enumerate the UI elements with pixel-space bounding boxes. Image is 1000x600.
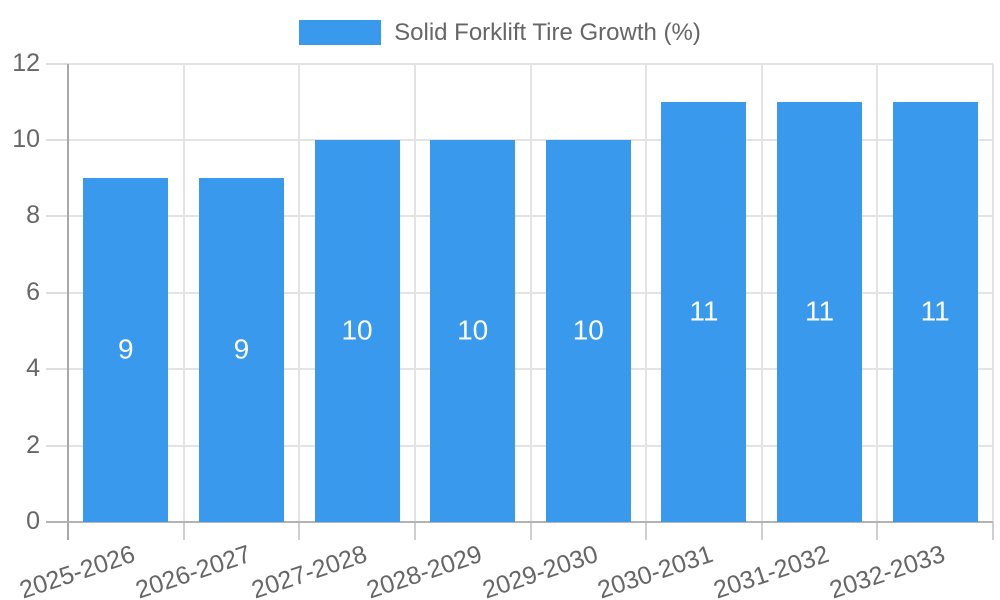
bar-value-label: 11	[689, 295, 719, 327]
y-tick	[46, 139, 68, 141]
x-tick-label: 2031-2032	[710, 540, 833, 600]
x-axis-line	[46, 521, 993, 523]
bar[interactable]	[198, 178, 284, 522]
y-tick	[46, 291, 68, 294]
x-tick-label: 2027-2028	[247, 540, 370, 600]
y-tick-label: 0	[26, 506, 40, 535]
bar[interactable]	[661, 101, 747, 522]
x-tick-label: 2025-2026	[16, 540, 139, 600]
bar[interactable]	[314, 140, 400, 522]
x-tick-label: 2026-2027	[132, 540, 255, 600]
legend-label[interactable]: Solid Forklift Tire Growth (%)	[394, 19, 701, 46]
gridline-v	[529, 63, 532, 522]
x-tick	[992, 522, 994, 540]
x-tick-label: 2032-2033	[825, 540, 949, 600]
bar[interactable]	[777, 101, 863, 522]
y-tick-label: 10	[12, 124, 40, 153]
y-tick-label: 8	[26, 201, 40, 230]
gridline-v	[413, 63, 416, 522]
legend[interactable]: Solid Forklift Tire Growth (%)	[0, 18, 1000, 47]
bar-value-label: 9	[233, 333, 250, 365]
x-tick	[298, 522, 301, 540]
gridline-v	[645, 63, 648, 522]
gridline-v	[298, 63, 301, 522]
bar[interactable]	[83, 178, 169, 522]
x-tick-label: 2028-2029	[363, 540, 486, 600]
x-tick	[876, 522, 879, 540]
gridline-v	[992, 63, 994, 522]
bar-value-label: 11	[920, 295, 950, 327]
x-tick-label: 2029-2030	[478, 540, 602, 600]
y-tick	[46, 444, 68, 447]
x-tick	[760, 522, 763, 540]
bar-value-label: 10	[341, 314, 373, 346]
gridline-v	[760, 63, 763, 522]
legend-swatch[interactable]	[299, 20, 382, 45]
bar-value-label: 10	[572, 314, 604, 346]
bar-value-label: 11	[805, 295, 835, 327]
y-tick-label: 12	[12, 48, 40, 77]
x-tick	[645, 522, 648, 540]
gridline-v	[182, 63, 185, 522]
y-tick-label: 6	[26, 277, 40, 306]
x-tick	[529, 522, 532, 540]
x-tick	[413, 522, 416, 540]
y-tick	[46, 368, 68, 371]
x-tick-label: 2030-2031	[594, 540, 717, 600]
bar[interactable]	[892, 101, 978, 522]
y-tick-label: 2	[26, 430, 40, 459]
gridline-v	[876, 63, 879, 522]
bar[interactable]	[430, 140, 516, 522]
y-tick-label: 4	[26, 353, 40, 382]
x-tick	[182, 522, 185, 540]
y-tick	[46, 62, 68, 65]
bar-value-label: 9	[118, 333, 134, 365]
bar[interactable]	[545, 140, 631, 522]
y-axis-line	[67, 63, 69, 540]
y-tick	[46, 215, 68, 218]
bar-value-label: 10	[457, 314, 489, 346]
